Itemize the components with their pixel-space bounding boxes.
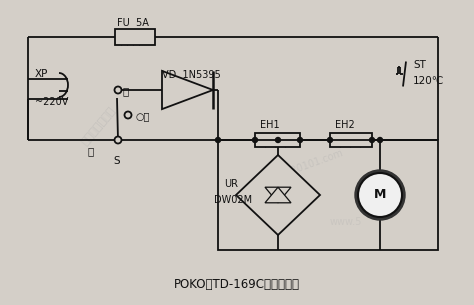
Text: 120℃: 120℃ [413,76,444,85]
Text: 家电维修资料网: 家电维修资料网 [80,105,118,147]
Polygon shape [236,155,320,235]
Text: EH2: EH2 [335,120,355,130]
Text: XP: XP [35,69,48,79]
Circle shape [125,112,131,119]
Text: 热: 热 [88,146,94,156]
Bar [115,29,155,45]
Text: ~220V: ~220V [35,97,68,107]
Circle shape [377,138,383,142]
Text: www.5: www.5 [330,217,363,227]
Text: UR: UR [224,179,238,189]
Circle shape [275,138,281,142]
Text: www.520101.com: www.520101.com [260,148,345,187]
Bar [218,140,438,250]
Text: DW02M: DW02M [214,195,252,205]
Circle shape [216,138,220,142]
Text: M: M [374,188,386,202]
Text: VD  1N5395: VD 1N5395 [162,70,221,80]
Text: 暖: 暖 [123,86,129,96]
Text: FU  5A: FU 5A [117,18,149,28]
Text: S: S [113,156,119,166]
Text: EH1: EH1 [260,120,280,130]
Circle shape [328,138,332,142]
Bar [255,133,300,147]
Circle shape [358,173,402,217]
Text: ○停: ○停 [136,111,150,121]
Polygon shape [265,187,291,203]
Text: ST: ST [413,60,426,70]
Circle shape [115,137,121,143]
Polygon shape [162,71,213,109]
Bar [330,133,372,147]
Circle shape [253,138,257,142]
Circle shape [355,170,405,220]
Circle shape [115,87,121,94]
Polygon shape [265,187,291,203]
Circle shape [298,138,302,142]
Circle shape [370,138,374,142]
Text: POKO牌TD-169C型电吹风机: POKO牌TD-169C型电吹风机 [174,278,300,292]
